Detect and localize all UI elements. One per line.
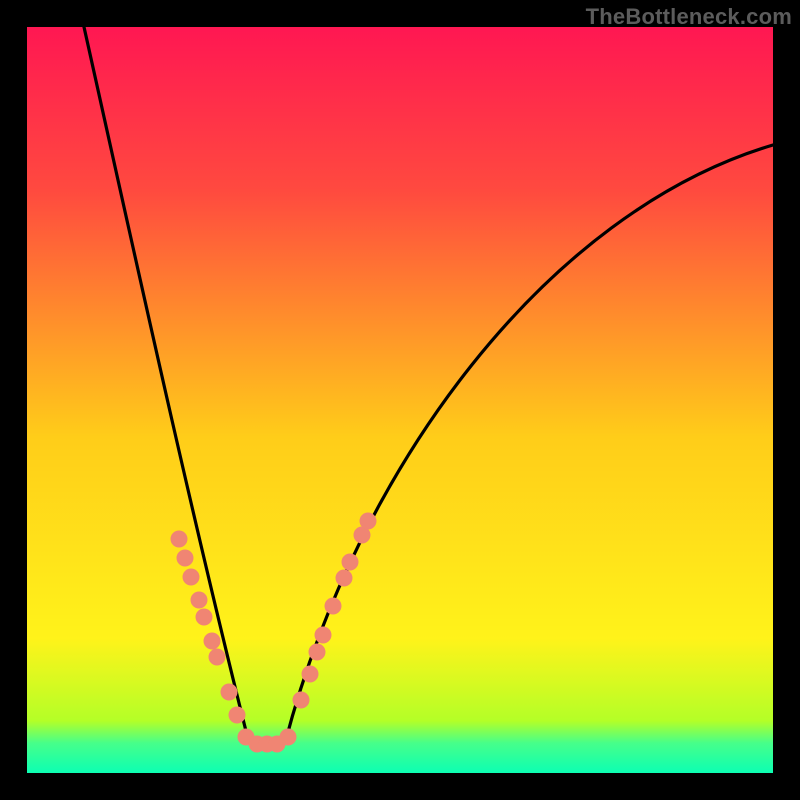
- data-marker: [177, 550, 194, 567]
- curve-path: [84, 27, 773, 743]
- data-marker: [229, 707, 246, 724]
- chart-frame: TheBottleneck.com: [0, 0, 800, 800]
- data-marker: [280, 729, 297, 746]
- data-marker: [315, 627, 332, 644]
- data-marker: [309, 644, 326, 661]
- data-marker: [196, 609, 213, 626]
- data-marker: [191, 592, 208, 609]
- data-marker: [221, 684, 238, 701]
- data-marker: [183, 569, 200, 586]
- data-marker: [171, 531, 188, 548]
- data-marker: [360, 513, 377, 530]
- data-marker: [204, 633, 221, 650]
- data-marker: [336, 570, 353, 587]
- data-marker: [302, 666, 319, 683]
- data-marker: [293, 692, 310, 709]
- data-marker: [342, 554, 359, 571]
- data-marker: [209, 649, 226, 666]
- data-marker: [325, 598, 342, 615]
- bottleneck-curve: [27, 27, 773, 773]
